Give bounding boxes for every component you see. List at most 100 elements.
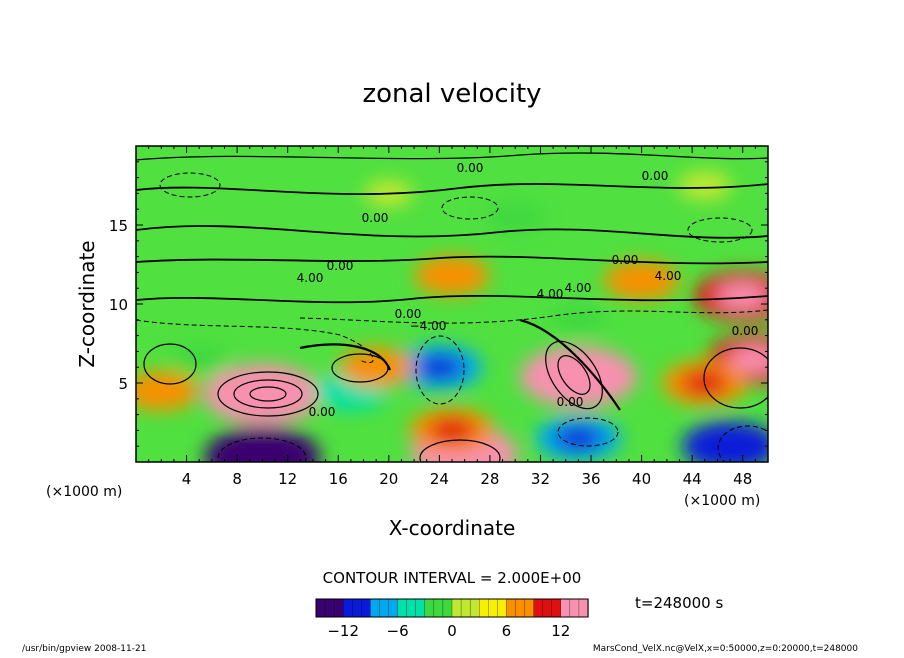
colorbar-tick-label: −6 — [387, 622, 409, 640]
colorbar-cell — [415, 598, 426, 618]
field-core — [230, 440, 295, 462]
colorbar-cell — [315, 598, 326, 618]
colorbar-cell — [333, 598, 344, 618]
contour-line — [249, 386, 287, 402]
colorbar-cell — [352, 598, 362, 618]
x-tick-label: 36 — [581, 470, 600, 488]
contour-label: 4.00 — [655, 269, 682, 283]
colorbar-cell — [442, 598, 453, 618]
x-tick-label: 24 — [430, 470, 449, 488]
contour-label: 4.00 — [297, 271, 324, 285]
colorbar-cell — [433, 598, 444, 618]
x-axis-label: X-coordinate — [389, 516, 516, 540]
chart-title: zonal velocity — [362, 79, 541, 109]
colorbar-cell — [533, 598, 544, 618]
contour-line — [545, 340, 603, 410]
colorbar-cell — [515, 598, 526, 618]
x-tick-label: 4 — [182, 470, 192, 488]
field-core — [554, 425, 602, 451]
x-tick-label: 28 — [480, 470, 499, 488]
contour-line — [136, 294, 768, 304]
field-core — [546, 360, 611, 394]
field-region — [338, 347, 414, 388]
field-region — [136, 371, 199, 411]
contour-label: 0.00 — [395, 307, 422, 321]
contour-label: 0.00 — [309, 405, 336, 419]
colorbar-cell — [569, 598, 580, 618]
field-region — [677, 170, 732, 201]
colorbar: −12 −6 0 6 12 — [315, 598, 589, 640]
field-core — [716, 282, 768, 310]
colorbar-cell — [560, 598, 571, 618]
contour-line — [717, 425, 768, 462]
contour-label: 0.00 — [362, 211, 389, 225]
contour-line — [136, 183, 768, 195]
contour-label: 0.00 — [557, 395, 584, 409]
contour-line — [136, 319, 374, 364]
colorbar-tick-label: −12 — [327, 622, 359, 640]
colorbar-tick-label: 0 — [447, 622, 457, 640]
contour-line — [331, 353, 389, 383]
x-tick-label: 32 — [531, 470, 550, 488]
field-core — [428, 418, 476, 443]
x-tick-label: 16 — [329, 470, 348, 488]
contour-line — [217, 437, 307, 462]
contour-label: 0.00 — [327, 259, 354, 273]
field-region — [414, 255, 490, 296]
contour-line — [136, 225, 768, 239]
contour-line — [557, 355, 591, 395]
y-axis-unit: (×1000 m) — [46, 484, 122, 500]
field-region — [485, 201, 545, 234]
colorbar-cell — [506, 598, 517, 618]
contour-line — [136, 255, 768, 265]
x-tick-label: 8 — [232, 470, 242, 488]
contour-line — [159, 172, 221, 198]
field-core — [415, 354, 463, 380]
contour-label: 0.00 — [642, 169, 669, 183]
colorbar-cell — [343, 598, 353, 618]
contour-line — [217, 371, 319, 417]
contour-label: 4.00 — [537, 287, 564, 301]
colorbar-tick-label: 12 — [551, 622, 570, 640]
contour-line — [703, 347, 768, 409]
x-tick-label: 40 — [632, 470, 651, 488]
field-core — [703, 432, 757, 460]
field-region — [551, 305, 606, 335]
colorbar-cell — [479, 598, 489, 618]
colorbar-cell — [379, 598, 390, 618]
contour-line — [415, 335, 465, 405]
colorbar-tick-label: 6 — [502, 622, 512, 640]
colorbar-cell — [397, 598, 408, 618]
colorbar-cell — [388, 598, 399, 618]
x-axis-unit: (×1000 m) — [684, 493, 760, 509]
contour-label: 0.00 — [732, 324, 759, 338]
field-core — [230, 377, 295, 411]
colorbar-cell — [451, 598, 462, 618]
contour-line — [519, 318, 621, 411]
contour-label: 0.00 — [457, 161, 484, 175]
x-tick-label: 12 — [278, 470, 297, 488]
y-axis-label: Z-coordinate — [75, 240, 99, 367]
contour-label: 4.00 — [565, 281, 592, 295]
contour-line — [441, 196, 499, 220]
x-tick-label: 20 — [379, 470, 398, 488]
colorbar-cell — [542, 598, 553, 618]
contour-interval-label: CONTOUR INTERVAL = 2.000E+00 — [323, 569, 582, 587]
x-tick-label: 48 — [733, 470, 752, 488]
colorbar-cell — [578, 598, 589, 618]
colorbar-cell — [469, 598, 480, 618]
x-tick-label: 44 — [683, 470, 702, 488]
footer-left: /usr/bin/gpview 2008-11-21 — [22, 644, 146, 654]
colorbar-cell — [524, 598, 535, 618]
plot-area: 0.000.000.000.004.00 4.004.000.004.000.00… — [135, 145, 769, 463]
contour-line — [557, 417, 619, 447]
colorbar-cell — [324, 598, 335, 618]
colorbar-cell — [406, 598, 417, 618]
footer-right: MarsCond_VelX.nc@VelX,x=0:50000,z=0:2000… — [593, 644, 858, 654]
y-tick-label: 15 — [109, 217, 128, 235]
contour-line — [419, 439, 501, 462]
y-tick-label: 5 — [118, 375, 128, 393]
contour-line — [687, 217, 753, 243]
contour-line — [143, 343, 197, 385]
